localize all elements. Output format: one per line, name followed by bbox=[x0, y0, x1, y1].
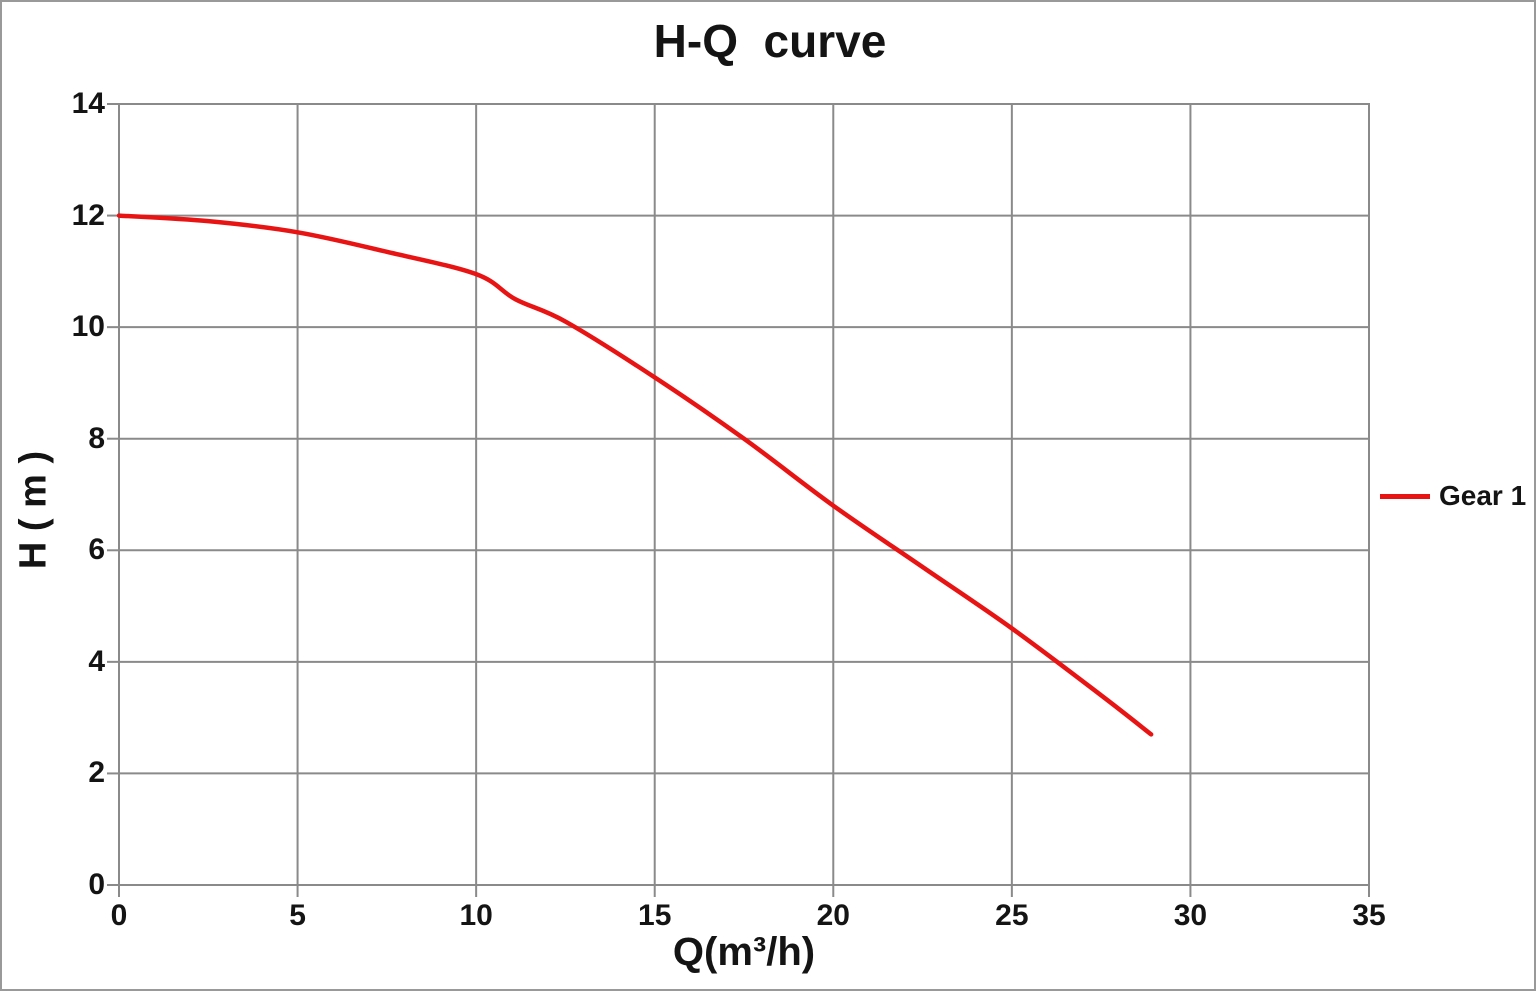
chart-title: H-Q curve bbox=[653, 15, 887, 67]
y-tick-label: 4 bbox=[88, 644, 105, 678]
y-tick-label: 10 bbox=[71, 310, 105, 344]
x-tick-label: 25 bbox=[995, 899, 1029, 932]
x-axis-title: Q(m³/h) bbox=[672, 930, 816, 974]
y-tick-label: 0 bbox=[88, 868, 105, 901]
legend-series-label: Gear 1 bbox=[1439, 480, 1527, 511]
y-tick-label: 12 bbox=[71, 198, 105, 232]
x-tick-label: 35 bbox=[1352, 899, 1386, 932]
y-tick-label: 14 bbox=[71, 87, 105, 120]
legend: Gear 1 bbox=[1380, 480, 1526, 512]
y-tick-label: 6 bbox=[88, 533, 105, 567]
y-tick-label: 2 bbox=[88, 756, 105, 790]
x-tick-label: 5 bbox=[289, 899, 306, 932]
x-tick-label: 0 bbox=[110, 899, 128, 932]
series-curve bbox=[116, 213, 1154, 737]
legend-series-line-swatch bbox=[1380, 493, 1430, 499]
x-tick-label: 30 bbox=[1173, 899, 1208, 932]
x-tick-label: 10 bbox=[459, 899, 493, 932]
plot-border bbox=[118, 103, 1370, 886]
y-tick-label: 8 bbox=[88, 421, 105, 455]
y-axis-title: H ( m ) bbox=[12, 450, 55, 570]
x-tick-label: 20 bbox=[816, 899, 850, 932]
x-tick-label: 15 bbox=[638, 899, 672, 932]
